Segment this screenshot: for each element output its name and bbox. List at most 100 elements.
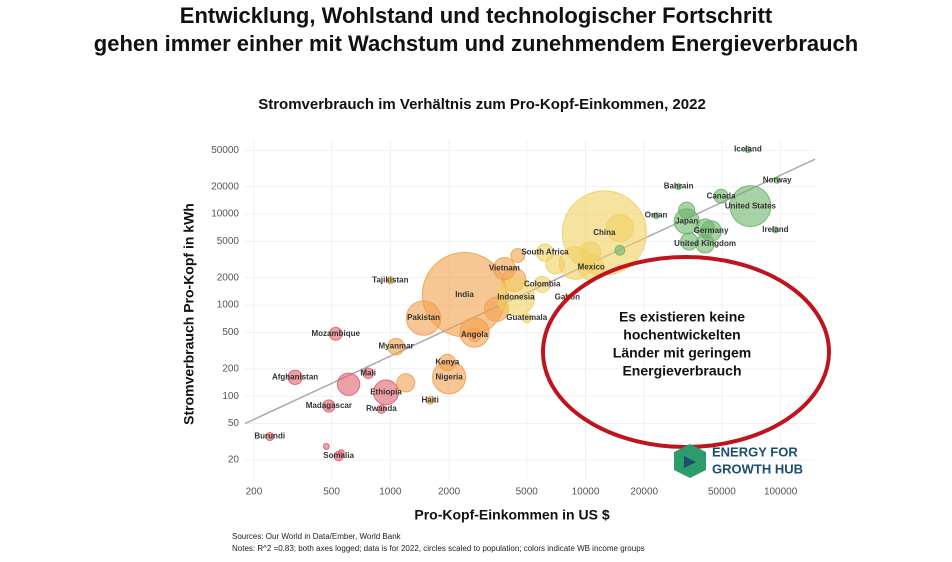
bubble <box>336 372 361 396</box>
annotation-line: Länder mit geringem <box>613 345 751 361</box>
bubble <box>387 337 405 356</box>
x-tick-label: 200 <box>246 487 263 498</box>
point-label: Haiti <box>421 395 438 404</box>
bubble <box>510 248 526 263</box>
bubble <box>533 275 551 293</box>
bubble <box>432 360 467 395</box>
point-label: Mexico <box>578 263 605 272</box>
x-tick-label: 5000 <box>516 487 539 498</box>
bubble <box>680 232 699 251</box>
logo-text: ENERGY FOR <box>712 444 798 459</box>
bubble <box>496 278 535 317</box>
point-label: Bahrain <box>664 182 694 191</box>
bubble <box>396 373 416 393</box>
bubble <box>265 432 275 442</box>
logo: ENERGY FOR GROWTH HUB <box>674 444 803 478</box>
y-tick-label: 50000 <box>211 145 239 156</box>
y-tick-label: 500 <box>222 327 239 338</box>
point-label: Kenya <box>435 358 460 367</box>
plot-area: 200 500 1000 2000 5000 10000 20000 50000 100000 2… <box>211 140 816 498</box>
bubble <box>652 212 660 220</box>
point-label: Ethiopia <box>370 387 402 396</box>
bubble <box>337 449 345 457</box>
x-tick-label: 500 <box>323 487 340 498</box>
point-label: Pakistan <box>407 313 440 322</box>
point-label: Afghanistan <box>272 372 318 381</box>
bubble <box>744 146 752 154</box>
point-label: Madagascar <box>306 401 352 410</box>
annotation-line: Es existieren keine <box>619 309 745 325</box>
point-label: Guatemala <box>506 313 547 322</box>
x-tick-label: 50000 <box>708 487 736 498</box>
x-tick-label: 20000 <box>630 487 658 498</box>
bubble <box>425 395 435 405</box>
bubble <box>521 312 532 324</box>
y-tick-label: 20000 <box>211 181 239 192</box>
point-label: Nigeria <box>436 372 464 381</box>
source-note: Notes: R^2 =0.83; both axes logged; data… <box>232 544 645 553</box>
title-line: gehen immer einher mit Wachstum und zune… <box>94 31 858 56</box>
y-tick-label: 100 <box>222 391 239 402</box>
annotation-line: hochentwickelten <box>623 327 740 343</box>
point-label: Indonesia <box>497 292 535 301</box>
point-label: Canada <box>707 191 736 200</box>
point-label: China <box>593 228 616 237</box>
point-label: Somalia <box>323 451 354 460</box>
bubble <box>545 254 566 275</box>
point-label: Rwanda <box>366 404 397 413</box>
x-tick-label: 10000 <box>572 487 600 498</box>
x-tick-label: 2000 <box>438 487 461 498</box>
bubble <box>695 218 715 238</box>
point-label: Japan <box>675 217 698 226</box>
point-label: Burundi <box>254 432 285 441</box>
bubble <box>614 244 626 256</box>
point-label: Germany <box>694 226 729 235</box>
bubble <box>773 176 781 184</box>
y-tick-label: 10000 <box>211 209 239 220</box>
annotation-line: Energieverbrauch <box>622 363 741 379</box>
bubble <box>376 404 387 414</box>
point-label: United States <box>725 201 777 210</box>
point-label: United Kingdom <box>674 239 736 248</box>
bubble <box>675 183 683 191</box>
point-label: Myanmar <box>379 342 414 351</box>
bubble <box>579 241 602 264</box>
x-tick-label: 1000 <box>379 487 402 498</box>
point-label: India <box>455 290 474 299</box>
bubble <box>362 367 374 380</box>
point-label: Ireland <box>762 225 788 234</box>
point-label: South Africa <box>521 248 569 257</box>
x-axis-label: Pro-Kopf-Einkommen in US $ <box>414 507 609 523</box>
bubble <box>386 276 395 285</box>
bubble <box>328 326 343 341</box>
y-tick-label: 200 <box>222 363 239 374</box>
point-label: Angola <box>461 330 489 339</box>
source-note: Sources: Our World in Data/Ember, World … <box>232 532 402 541</box>
bubble <box>713 188 729 204</box>
x-tick-label: 100000 <box>764 487 798 498</box>
point-label: Mali <box>360 368 376 377</box>
logo-text: GROWTH HUB <box>712 461 803 476</box>
bubble <box>287 369 303 385</box>
bubble <box>678 201 696 219</box>
bubble <box>373 379 399 406</box>
bubble <box>322 399 336 413</box>
bubble <box>322 442 330 450</box>
point-label: Oman <box>645 211 668 220</box>
bubble <box>605 214 634 243</box>
point-label: Colombia <box>524 279 561 288</box>
y-tick-label: 20 <box>228 454 240 465</box>
bubble <box>771 226 779 234</box>
bubble <box>729 185 772 228</box>
logo-icon <box>684 456 696 468</box>
y-axis-label: Stromverbrauch Pro-Kopf in kWh <box>181 203 197 425</box>
y-tick-label: 50 <box>228 418 240 429</box>
y-tick-label: 1000 <box>217 300 240 311</box>
point-label: Tajikistan <box>372 275 408 284</box>
title-line: Entwicklung, Wohlstand und technologisch… <box>180 3 773 28</box>
point-label: Mozambique <box>311 329 360 338</box>
point-label: Iceland <box>734 145 762 154</box>
y-tick-label: 2000 <box>217 272 240 283</box>
subtitle: Stromverbrauch im Verhältnis zum Pro-Kop… <box>258 96 706 113</box>
